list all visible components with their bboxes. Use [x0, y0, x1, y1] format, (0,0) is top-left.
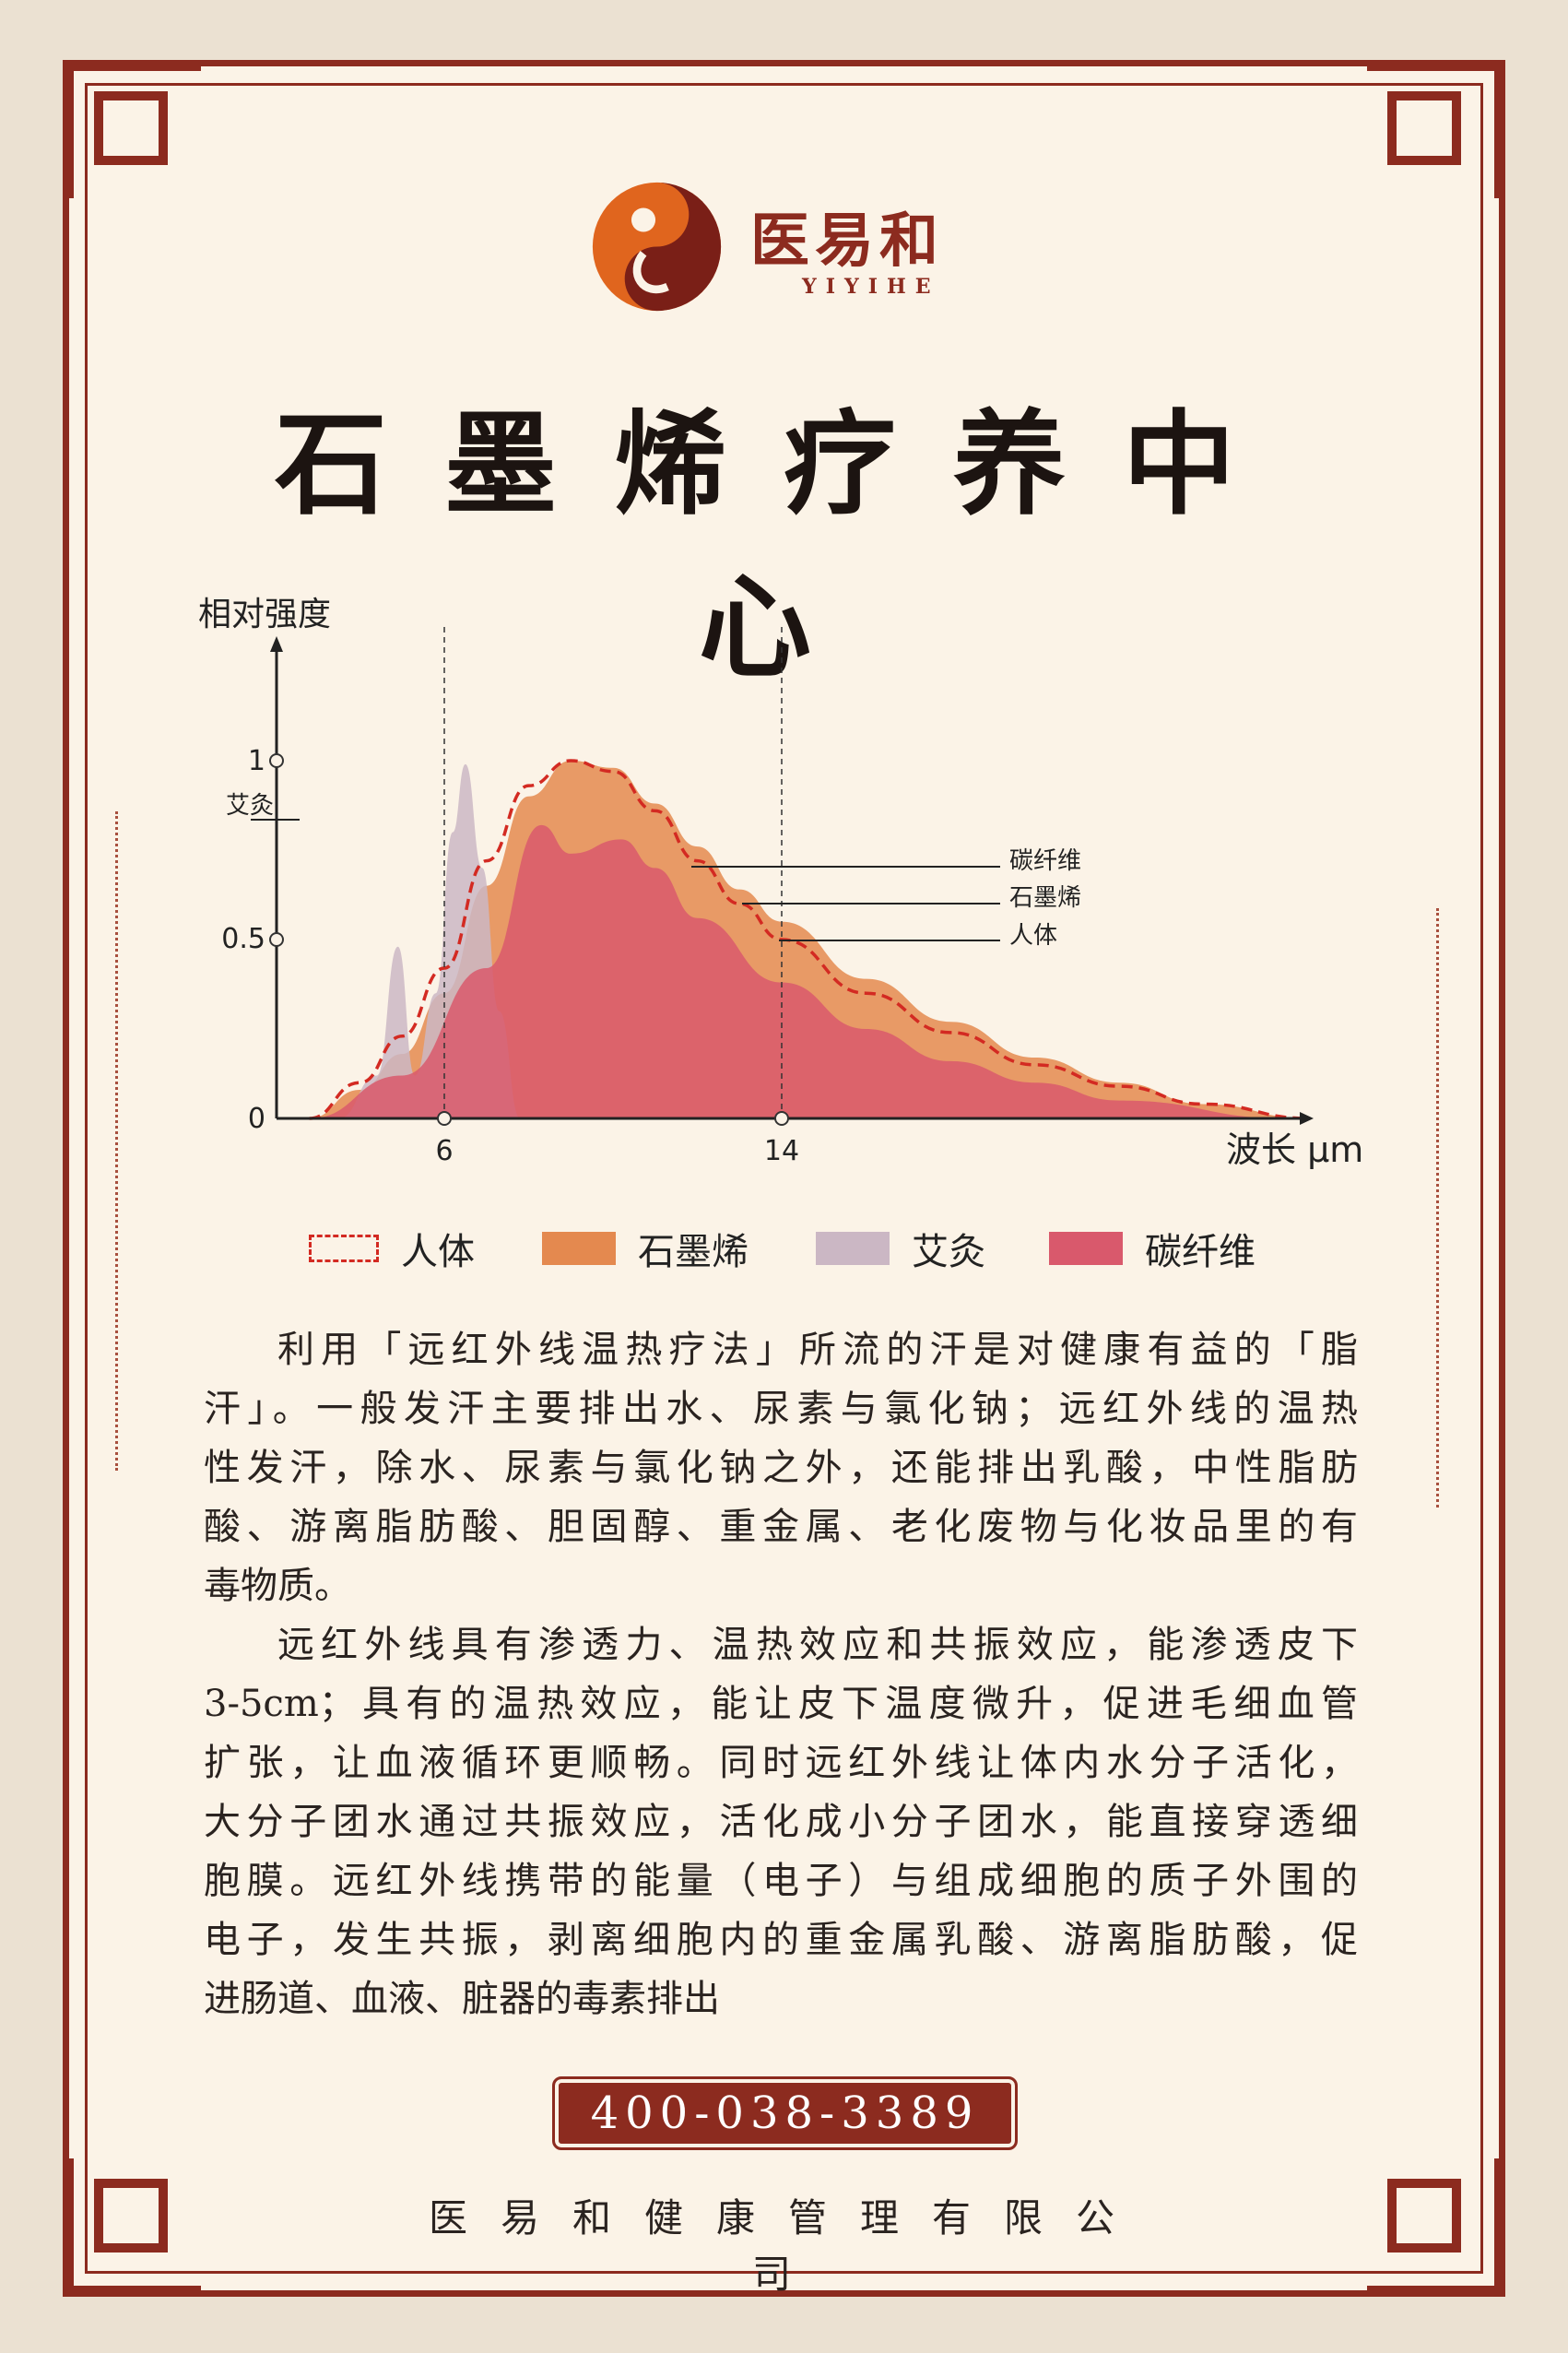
y-tick-marker — [269, 932, 284, 947]
inner-border — [85, 83, 1483, 2274]
text-line: 大分子团水通过共振效应，活化成小分子团水，能直接穿透细 — [204, 1801, 1358, 1843]
text-line: 性发汗，除水、尿素与氯化钠之外，还能排出乳酸，中性脂肪 — [204, 1447, 1358, 1489]
body-text: 利用「远红外线温热疗法」所流的汗是对健康有益的「脂 汗」。一般发汗主要排出水、尿… — [204, 1320, 1358, 2028]
text-line: 利用「远红外线温热疗法」所流的汗是对健康有益的「脂 — [277, 1329, 1358, 1371]
series-碳纤维 — [309, 824, 1289, 1118]
legend-human: 人体 — [309, 1222, 475, 1275]
x-axis-arrow — [1300, 1112, 1314, 1125]
legend-label: 人体 — [401, 1231, 475, 1273]
company-name: 医易和健康管理有限公司 — [428, 2195, 1148, 2297]
text-line: 扩张，让血液循环更顺畅。同时远红外线让体内水分子活化， — [204, 1742, 1358, 1784]
y-axis-arrow — [270, 636, 283, 652]
text-line: 酸、游离脂肪酸、胆固醇、重金属、老化废物与化妆品里的有 — [204, 1506, 1358, 1548]
dotted-divider — [115, 811, 118, 1471]
legend-moxibustion: 艾灸 — [816, 1222, 985, 1275]
phone-number[interactable]: 400-038-3389 — [552, 2076, 1018, 2150]
text-line: 汗」。一般发汗主要排出水、尿素与氯化钠；远红外线的温热 — [204, 1388, 1358, 1430]
text-line: 毒物质。 — [204, 1565, 351, 1607]
annotation-graphene: 石墨烯 — [1009, 884, 1081, 912]
legend-label: 艾灸 — [912, 1231, 985, 1273]
legend-graphene: 石墨烯 — [542, 1222, 749, 1275]
corner-ornament — [63, 60, 201, 198]
text-line: 电子，发生共振，剥离细胞内的重金属乳酸、游离脂肪酸，促 — [204, 1919, 1358, 1961]
brand-name: 医易和 — [750, 207, 944, 276]
legend-label: 石墨烯 — [638, 1231, 749, 1273]
corner-ornament — [63, 2158, 201, 2297]
brand-latin: YIYIHE — [802, 275, 940, 299]
corner-ornament — [1367, 2158, 1505, 2297]
legend-swatch — [1049, 1232, 1123, 1265]
y-axis-label: 相对强度 — [198, 596, 331, 633]
legend-swatch — [542, 1232, 616, 1265]
page-title: 石墨烯疗养中心 — [275, 397, 1292, 693]
logo-icon — [592, 182, 722, 312]
legend-swatch — [816, 1232, 890, 1265]
corner-ornament — [1367, 60, 1505, 198]
y-tick-label: 0 — [248, 1103, 265, 1135]
annotation-moxibustion: 艾灸 — [226, 792, 274, 820]
x-tick-label: 14 — [764, 1135, 799, 1167]
y-tick-label: 1 — [248, 745, 265, 777]
annotation-carbon-fiber: 碳纤维 — [1009, 847, 1081, 875]
poster-frame — [63, 60, 1505, 2297]
legend-carbon-fiber: 碳纤维 — [1049, 1222, 1256, 1275]
x-tick-marker — [437, 1111, 452, 1126]
annotation-human: 人体 — [1009, 922, 1057, 950]
text-line: 胞膜。远红外线携带的能量（电子）与组成细胞的质子外围的 — [204, 1860, 1358, 1902]
series-人体 — [309, 759, 1309, 1120]
y-tick-label: 0.5 — [221, 923, 265, 955]
x-tick-marker — [774, 1111, 789, 1126]
x-tick-label: 6 — [435, 1135, 453, 1167]
y-tick-marker — [269, 753, 284, 768]
text-line: 远红外线具有渗透力、温热效应和共振效应，能渗透皮下 — [277, 1624, 1358, 1666]
text-line: 进肠道、血液、脏器的毒素排出 — [204, 1978, 720, 2020]
dotted-divider — [1436, 908, 1439, 1508]
spectrum-chart: 相对强度 波长 μm 6 14 0 0.5 1 艾灸 碳纤维 石墨烯 人体 — [198, 596, 1363, 1170]
legend-swatch — [309, 1235, 379, 1262]
x-axis-label: 波长 μm — [1226, 1129, 1363, 1170]
legend-label: 碳纤维 — [1145, 1231, 1256, 1273]
text-line: 3-5cm；具有的温热效应，能让皮下温度微升，促进毛细血管 — [204, 1683, 1358, 1725]
